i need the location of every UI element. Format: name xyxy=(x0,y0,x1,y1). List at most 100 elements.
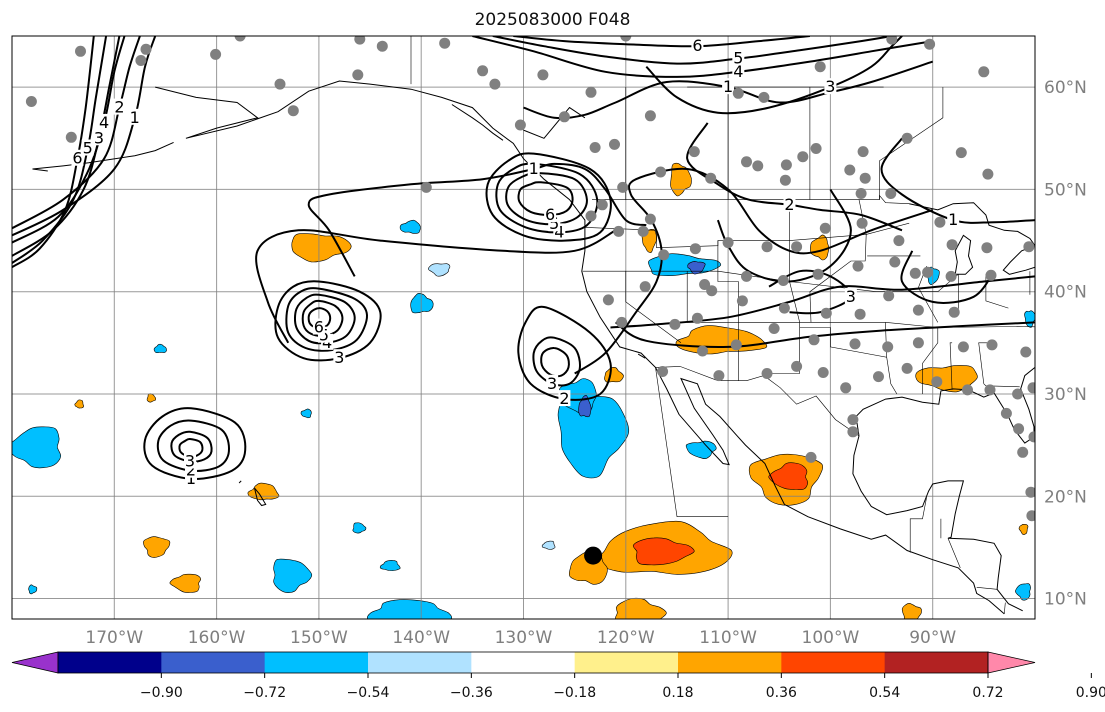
anomaly-region xyxy=(399,219,421,234)
station-marker xyxy=(644,213,656,225)
station-marker xyxy=(688,146,700,158)
station-marker xyxy=(758,91,770,103)
contour-line xyxy=(485,152,612,242)
station-marker xyxy=(439,37,451,49)
station-marker xyxy=(978,66,990,78)
station-marker xyxy=(25,96,37,107)
political-border xyxy=(983,383,1020,388)
contour-label: 2 xyxy=(784,195,794,214)
station-marker xyxy=(234,36,246,42)
station-marker xyxy=(779,174,791,186)
station-marker xyxy=(855,188,867,199)
contour-label: 6 xyxy=(314,318,324,337)
station-marker xyxy=(819,222,831,234)
colorbar-tick-label: −0.36 xyxy=(450,685,493,701)
longitude-label: 100°W xyxy=(802,628,860,648)
contour-label-mask xyxy=(333,349,346,366)
latitude-label: 60°N xyxy=(1044,78,1087,98)
station-marker xyxy=(931,376,943,388)
station-marker xyxy=(912,337,924,349)
map-frame xyxy=(11,35,1036,620)
station-marker xyxy=(768,323,780,334)
coastline xyxy=(523,106,586,139)
colorbar-frame xyxy=(57,651,989,674)
contour-label: 3 xyxy=(846,287,856,306)
contour-label-mask xyxy=(844,287,857,304)
station-marker xyxy=(140,43,152,55)
station-marker xyxy=(596,199,608,211)
contour-line xyxy=(293,293,356,345)
station-marker xyxy=(620,36,632,42)
contour-line xyxy=(495,162,599,234)
contour-label: 5 xyxy=(549,214,559,233)
station-marker xyxy=(791,360,803,372)
coastline xyxy=(909,202,1035,275)
contour-label: 4 xyxy=(733,62,743,81)
station-marker xyxy=(287,105,299,117)
contour-label: 3 xyxy=(185,451,195,470)
station-marker xyxy=(948,306,960,318)
station-marker xyxy=(558,111,570,123)
station-marker xyxy=(713,370,725,382)
station-marker xyxy=(706,285,718,297)
station-marker xyxy=(934,216,946,228)
contour-label: 2 xyxy=(186,461,196,480)
anomaly-region xyxy=(901,602,922,619)
contour-label: 4 xyxy=(554,222,564,241)
station-marker xyxy=(1023,241,1035,253)
anomaly-fill-layer xyxy=(12,162,1035,619)
longitude-label: 150°W xyxy=(290,628,348,648)
contour-line xyxy=(492,36,892,65)
anomaly-region xyxy=(615,597,667,619)
anomaly-region xyxy=(541,540,556,550)
anomaly-region xyxy=(366,599,452,619)
contour-line xyxy=(12,36,95,269)
station-marker xyxy=(752,160,764,172)
anomaly-region xyxy=(379,560,401,571)
coastline xyxy=(954,234,974,275)
station-marker xyxy=(847,426,859,438)
station-marker xyxy=(274,78,286,90)
contour-line xyxy=(274,280,382,362)
contour-label: 1 xyxy=(130,108,140,127)
contour-label-mask xyxy=(81,139,94,156)
contour-label-mask xyxy=(128,108,141,125)
colorbar-segment xyxy=(264,652,369,673)
station-marker xyxy=(354,36,366,45)
anomaly-region xyxy=(169,573,202,593)
political-border xyxy=(717,240,739,381)
anomaly-region xyxy=(247,482,280,501)
station-marker xyxy=(1012,388,1024,400)
station-marker xyxy=(1000,407,1012,419)
station-marker xyxy=(689,243,701,255)
latitude-label: 10°N xyxy=(1044,590,1087,610)
station-marker xyxy=(639,281,651,293)
coastline xyxy=(238,480,242,484)
station-marker xyxy=(699,279,711,290)
contour-label-mask xyxy=(71,149,84,166)
longitude-label: 140°W xyxy=(392,628,450,648)
station-marker xyxy=(585,86,597,98)
anomaly-region xyxy=(74,399,85,409)
contour-label: 6 xyxy=(692,36,702,55)
latitude-label: 50°N xyxy=(1044,180,1087,200)
station-marker xyxy=(602,294,614,306)
colorbar-extend-high xyxy=(987,651,1036,674)
station-marker xyxy=(778,302,790,314)
contour-line xyxy=(12,36,141,230)
contour-label-mask xyxy=(92,129,105,146)
colorbar-tick-label: −0.72 xyxy=(243,685,286,701)
station-marker xyxy=(901,132,913,144)
contour-line xyxy=(12,36,108,264)
coastlines-and-borders xyxy=(32,36,1035,615)
station-marker xyxy=(922,266,934,278)
colorbar: −0.90 −0.72 −0.54 −0.36 −0.18 0.18 0.36 0.54 0.7… xyxy=(11,651,1105,701)
station-marker xyxy=(514,119,526,131)
political-border xyxy=(947,538,961,569)
contour-label: 6 xyxy=(72,149,82,168)
longitude-label: 170°W xyxy=(85,628,143,648)
station-marker xyxy=(883,290,895,302)
contour-line xyxy=(523,60,934,120)
